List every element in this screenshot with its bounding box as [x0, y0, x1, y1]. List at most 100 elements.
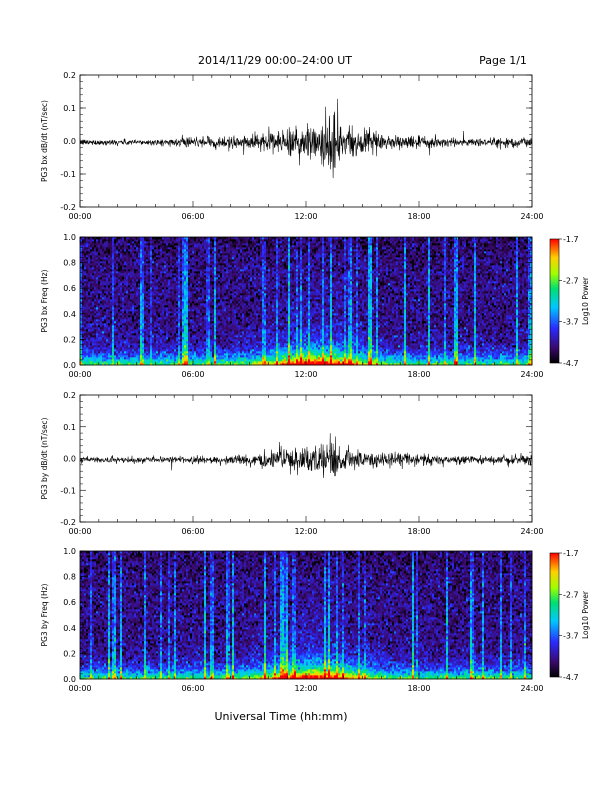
spectrogram-cell [128, 347, 130, 349]
spectrogram-cell [150, 271, 152, 273]
spectrogram-cell [222, 275, 224, 277]
spectrogram-cell [92, 333, 94, 335]
spectrogram-cell [216, 293, 218, 295]
signal-trace [80, 99, 532, 178]
spectrogram-cell [168, 263, 170, 265]
spectrogram-cell [150, 267, 152, 269]
spectrogram-cell [118, 293, 120, 295]
spectrogram-cell [130, 285, 132, 287]
spectrogram-cell [138, 259, 140, 261]
spectrogram-cell [140, 355, 142, 357]
spectrogram-cell [134, 299, 136, 301]
spectrogram-cell [208, 315, 210, 317]
spectrogram-cell [172, 319, 174, 321]
spectrogram-cell [114, 327, 116, 329]
spectrogram-cell [122, 323, 124, 325]
spectrogram-cell [220, 361, 222, 363]
spectrogram-cell [204, 347, 206, 349]
spectrogram-cell [164, 359, 166, 361]
spectrogram-cell [180, 245, 182, 247]
spectrogram-cell [136, 355, 138, 357]
spectrogram-cell [164, 273, 166, 275]
spectrogram-cell [118, 339, 120, 341]
spectrogram-cell [188, 345, 190, 347]
spectrogram-cell [176, 303, 178, 305]
spectrogram-cell [96, 297, 98, 299]
spectrogram-cell [214, 337, 216, 339]
spectrogram-cell [84, 247, 86, 249]
spectrogram-cell [136, 289, 138, 291]
spectrogram-cell [118, 311, 120, 313]
spectrogram-cell [220, 311, 222, 313]
spectrogram-cell [204, 299, 206, 301]
spectrogram-cell [148, 327, 150, 329]
spectrogram-cell [224, 293, 226, 295]
spectrogram-cell [184, 337, 186, 339]
spectrogram-cell [148, 287, 150, 289]
spectrogram-cell [82, 279, 84, 281]
spectrogram-cell [176, 295, 178, 297]
spectrogram-cell [120, 331, 122, 333]
spectrogram-cell [162, 305, 164, 307]
spectrogram-cell [222, 343, 224, 345]
spectrogram-cell [140, 263, 142, 265]
spectrogram-cell [92, 287, 94, 289]
spectrogram-cell [132, 285, 134, 287]
spectrogram-cell [200, 255, 202, 257]
spectrogram-cell [140, 267, 142, 269]
spectrogram-cell [112, 357, 114, 359]
spectrogram-cell [178, 325, 180, 327]
spectrogram-cell [116, 343, 118, 345]
spectrogram-cell [220, 273, 222, 275]
spectrogram-cell [158, 239, 160, 241]
spectrogram-cell [134, 249, 136, 251]
spectrogram-cell [220, 343, 222, 345]
spectrogram-cell [144, 327, 146, 329]
spectrogram-cell [94, 311, 96, 313]
spectrogram-cell [124, 275, 126, 277]
spectrogram-cell [188, 261, 190, 263]
spectrogram-cell [96, 361, 98, 363]
spectrogram-cell [224, 299, 226, 301]
spectrogram-cell [94, 277, 96, 279]
spectrogram-cell [154, 343, 156, 345]
spectrogram-cell [226, 295, 228, 297]
spectrogram-cell [152, 291, 154, 293]
spectrogram-cell [86, 315, 88, 317]
spectrogram-cell [94, 285, 96, 287]
spectrogram-cell [216, 295, 218, 297]
spectrogram-cell [200, 303, 202, 305]
spectrogram-cell [196, 345, 198, 347]
spectrogram-cell [192, 271, 194, 273]
spectrogram-cell [160, 359, 162, 361]
spectrogram-cell [196, 275, 198, 277]
spectrogram-cell [158, 273, 160, 275]
spectrogram-cell [106, 281, 108, 283]
spectrogram-cell [146, 311, 148, 313]
spectrogram-cell [200, 249, 202, 251]
spectrogram-cell [82, 301, 84, 303]
spectrogram-cell [146, 279, 148, 281]
spectrogram-cell [178, 297, 180, 299]
spectrogram-cell [96, 337, 98, 339]
spectrogram-cell [118, 271, 120, 273]
spectrogram-cell [216, 269, 218, 271]
spectrogram-cell [146, 313, 148, 315]
spectrogram-cell [112, 315, 114, 317]
spectrogram-cell [160, 323, 162, 325]
spectrogram-cell [168, 361, 170, 363]
spectrogram-cell [94, 333, 96, 335]
spectrogram-cell [124, 325, 126, 327]
spectrogram-cell [110, 309, 112, 311]
spectrogram-cell [150, 245, 152, 247]
spectrogram-cell [176, 249, 178, 251]
spectrogram-cell [220, 303, 222, 305]
spectrogram-cell [132, 307, 134, 309]
spectrogram-cell [204, 249, 206, 251]
spectrogram-cell [210, 353, 212, 355]
spectrogram-cell [212, 261, 214, 263]
spectrogram-cell [198, 269, 200, 271]
spectrogram-cell [134, 275, 136, 277]
spectrogram-cell [204, 263, 206, 265]
spectrogram-cell [88, 293, 90, 295]
